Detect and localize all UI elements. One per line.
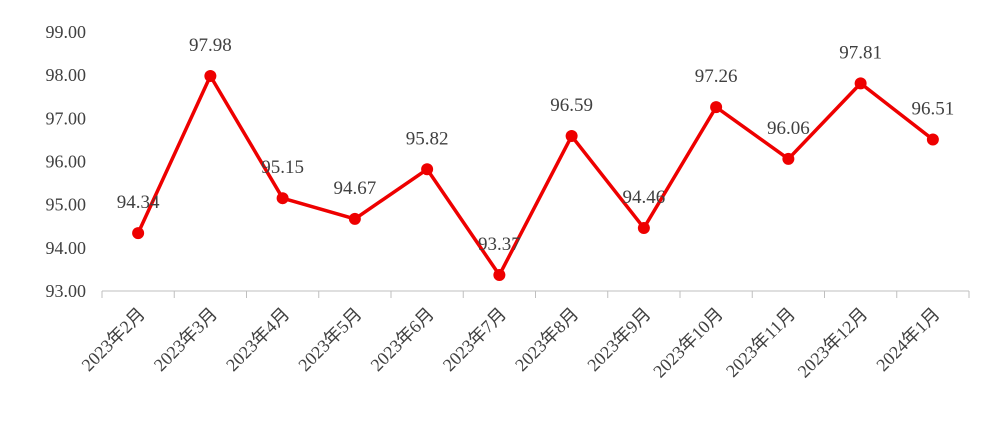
x-tick-label: 2023年8月 <box>511 304 582 375</box>
data-point <box>782 152 795 165</box>
y-tick-label: 97.00 <box>46 108 87 128</box>
x-tick-label: 2023年5月 <box>294 304 365 375</box>
data-label: 97.26 <box>695 66 738 87</box>
data-label: 97.98 <box>189 35 232 56</box>
data-label: 97.81 <box>839 42 882 63</box>
x-tick-label: 2023年12月 <box>794 304 872 382</box>
y-tick-label: 99.00 <box>46 22 87 42</box>
x-tick-label: 2023年2月 <box>78 304 149 375</box>
data-label: 93.37 <box>478 234 521 255</box>
y-tick-label: 98.00 <box>46 65 87 85</box>
x-tick-label: 2023年7月 <box>439 304 510 375</box>
data-label: 95.82 <box>406 128 449 149</box>
y-tick-label: 96.00 <box>46 152 87 172</box>
data-point <box>926 133 939 146</box>
y-axis: 93.00 94.00 95.00 96.00 97.00 98.00 99.00 <box>46 22 87 301</box>
x-tick-label: 2024年1月 <box>872 304 943 375</box>
data-labels: 94.34 97.98 95.15 94.67 95.82 93.37 96.59 94.46… <box>117 35 955 255</box>
data-point <box>637 221 650 234</box>
data-label: 94.67 <box>334 178 377 199</box>
y-tick-label: 94.00 <box>46 238 87 258</box>
data-point <box>493 269 506 282</box>
data-label: 96.59 <box>550 95 593 116</box>
x-tick-label: 2023年11月 <box>722 304 799 381</box>
x-tick-label: 2023年6月 <box>367 304 438 375</box>
y-tick-label: 95.00 <box>46 195 87 215</box>
data-point <box>565 130 578 143</box>
data-point <box>276 192 289 205</box>
data-label: 95.15 <box>261 157 304 178</box>
x-tick-label: 2023年4月 <box>222 304 293 375</box>
x-tick-label: 2023年9月 <box>583 304 654 375</box>
x-axis: 2023年2月 2023年3月 2023年4月 2023年5月 2023年6月 2023年… <box>78 290 970 382</box>
data-point <box>132 227 145 240</box>
series-line <box>136 74 934 277</box>
x-tick-label: 2023年10月 <box>649 304 727 382</box>
data-label: 96.51 <box>912 98 955 119</box>
data-point <box>421 163 434 176</box>
x-tick-label: 2023年3月 <box>150 304 221 375</box>
series-group <box>132 70 939 282</box>
data-point <box>854 77 867 90</box>
data-point <box>204 70 217 83</box>
y-tick-label: 93.00 <box>46 281 87 301</box>
data-label: 94.34 <box>117 192 160 213</box>
data-label: 96.06 <box>767 118 810 139</box>
data-point <box>710 101 723 114</box>
data-point <box>348 212 361 225</box>
data-label: 94.46 <box>623 187 666 208</box>
